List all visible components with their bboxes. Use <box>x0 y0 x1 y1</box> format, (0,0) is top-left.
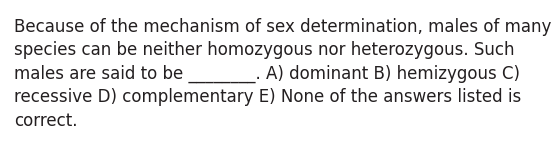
Text: Because of the mechanism of sex determination, males of many
species can be neit: Because of the mechanism of sex determin… <box>14 18 551 130</box>
